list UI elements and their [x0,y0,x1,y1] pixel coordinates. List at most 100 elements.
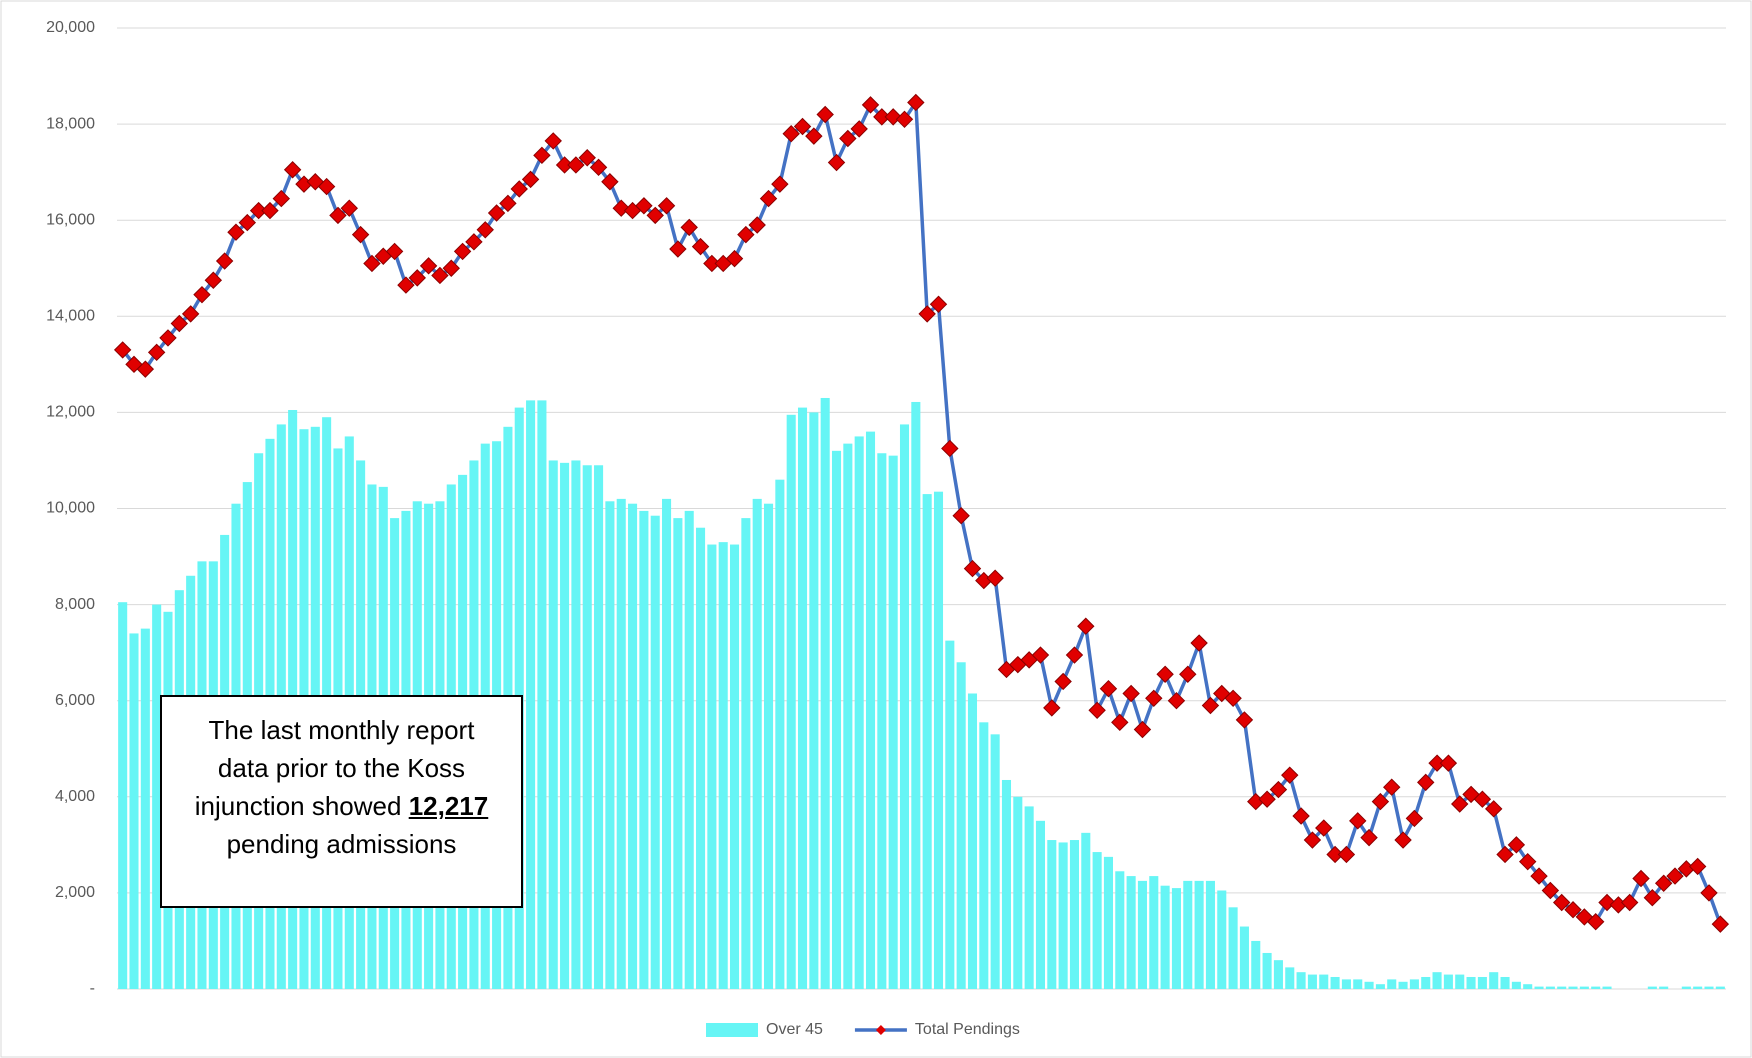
marker [669,240,687,258]
marker [1700,884,1718,902]
bar [1455,974,1465,989]
bar [1387,979,1397,989]
marker [1632,869,1650,888]
bar [1205,880,1215,989]
bar [1137,880,1147,989]
bar [1251,940,1261,989]
bar [1591,986,1601,989]
bar [1024,806,1034,989]
bar [809,412,819,989]
bar [1285,967,1295,989]
bar [1704,986,1714,989]
marker [1507,836,1526,854]
bar [1693,986,1703,989]
marker [1439,754,1458,772]
bar [1545,986,1555,989]
bar [707,544,717,989]
marker [1315,819,1333,837]
marker [329,206,347,225]
bar [526,400,536,989]
marker [1666,867,1684,885]
bar [1398,981,1408,989]
marker [907,93,925,112]
marker [363,254,381,273]
marker [1122,684,1140,703]
marker [193,285,211,304]
marker [465,233,483,251]
bar [582,465,592,989]
marker [793,117,812,136]
bar [797,407,808,990]
bar [730,544,740,989]
bar [1228,907,1238,989]
marker [204,271,223,289]
bar [537,400,547,989]
marker [850,120,868,138]
bar [956,662,966,989]
bar [1069,840,1080,989]
marker [1179,665,1197,683]
marker [1156,665,1174,683]
marker [317,177,336,196]
bar [899,424,910,990]
marker [1383,778,1401,796]
bar [1126,876,1136,989]
bar [1296,972,1306,989]
bar [922,494,932,989]
marker [635,197,653,215]
bar [1579,986,1589,989]
marker [272,189,291,208]
marker [453,242,472,261]
bar [763,503,774,989]
bar [752,498,762,989]
marker [1654,874,1673,892]
annotation-text: pending admissions [226,829,457,859]
bar [1443,974,1453,989]
bar [639,510,649,989]
marker [1360,828,1378,847]
bar [696,527,706,989]
bar [877,453,887,989]
marker [170,314,189,333]
marker [1643,888,1662,907]
bar [1466,976,1476,989]
marker [1065,646,1084,664]
marker [340,199,358,217]
marker [1598,893,1616,912]
marker [1167,691,1186,710]
marker [601,173,619,191]
marker [1620,893,1639,912]
marker [1586,913,1605,931]
bar [1183,880,1193,989]
marker [782,125,800,143]
marker [1405,809,1424,828]
marker [1201,696,1220,715]
marker [408,269,426,287]
bar [820,397,830,989]
marker [1688,857,1707,876]
marker [1258,790,1276,808]
bar [1103,856,1113,989]
marker [1496,845,1514,864]
y-tick-label: 12,000 [46,404,95,421]
marker [261,201,279,220]
y-tick-label: 8,000 [55,596,95,613]
bar [1058,842,1068,989]
marker [1111,713,1129,732]
marker [1269,780,1288,799]
marker [113,341,132,359]
bar [1421,976,1431,989]
bar [684,510,694,989]
y-tick-label: 16,000 [46,211,95,228]
bar [1432,972,1442,989]
bar [831,450,842,990]
bar [662,498,672,989]
bar [911,401,921,989]
bar [1568,986,1578,989]
y-tick-label: 10,000 [46,500,95,517]
marker [1145,689,1163,708]
bar [1217,890,1227,989]
bar [1489,972,1499,989]
bar [1511,981,1521,989]
marker [805,127,823,145]
